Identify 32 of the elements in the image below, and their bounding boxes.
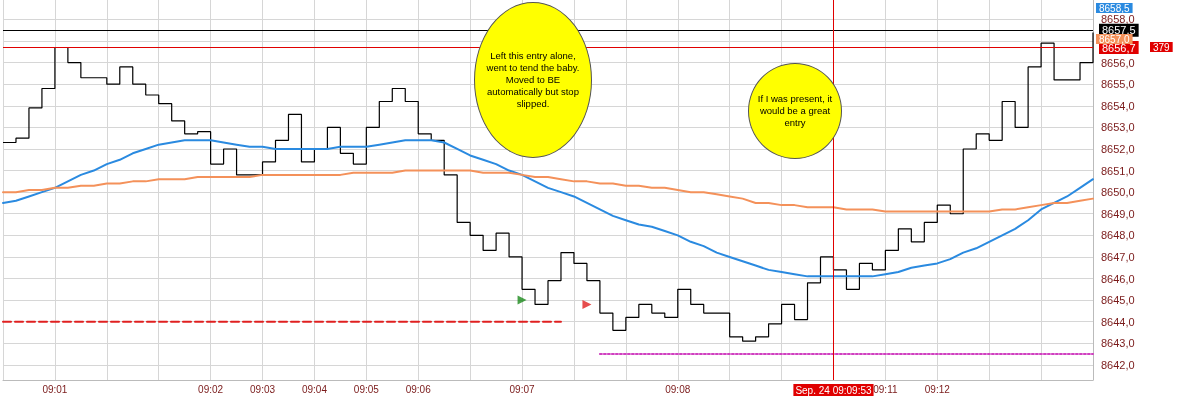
y-tick-label: 8652,0 (1101, 142, 1135, 155)
y-tick-label: 8646,0 (1101, 272, 1135, 285)
callout-bubble: If I was present, it would be a great entry (748, 63, 842, 159)
y-tick-label: 8649,0 (1101, 207, 1135, 220)
y-tick-label: 8644,0 (1101, 315, 1135, 328)
y-tick-label: 8656,0 (1101, 56, 1135, 69)
y-tick-label: 8650,0 (1101, 186, 1135, 199)
x-tick-label: 09:12 (924, 383, 951, 395)
text: 8658,5 (1099, 2, 1131, 14)
y-tick-label: 8645,0 (1101, 294, 1135, 307)
y-tick-label: 8658,0 (1101, 13, 1135, 26)
x-tick-label: 09:07 (509, 383, 535, 395)
y-tick-label: 8654,0 (1101, 99, 1135, 112)
y-tick-label: 8655,0 (1101, 78, 1135, 91)
x-tick-label: 09:01 (42, 383, 68, 395)
line-series (2, 169, 1094, 213)
y-tick-label: 8648,0 (1101, 229, 1135, 242)
line-series (2, 139, 1094, 278)
x-tick-label: 09:06 (405, 383, 432, 395)
text: 379 (1153, 41, 1171, 53)
y-tick-label: 8643,0 (1101, 337, 1135, 350)
y-tick-label: 8651,0 (1101, 164, 1135, 177)
x-tick-label: 09:08 (665, 383, 691, 395)
x-tick-label: 09:03 (250, 383, 276, 395)
x-tick-label: 09:04 (301, 383, 328, 395)
x-tick-label: 09:05 (353, 383, 380, 395)
x-tick-label: 09:02 (198, 383, 224, 395)
callout-bubble: Left this entry alone, went to tend the baby. Moved to BE automatically but stop slipped. (474, 2, 592, 158)
x-tick-label: Sep. 24 09:09:53 (795, 384, 872, 396)
y-tick-label: 8653,0 (1101, 121, 1135, 134)
y-tick-label: 8642,0 (1101, 358, 1135, 371)
y-tick-label: 8647,0 (1101, 250, 1135, 263)
